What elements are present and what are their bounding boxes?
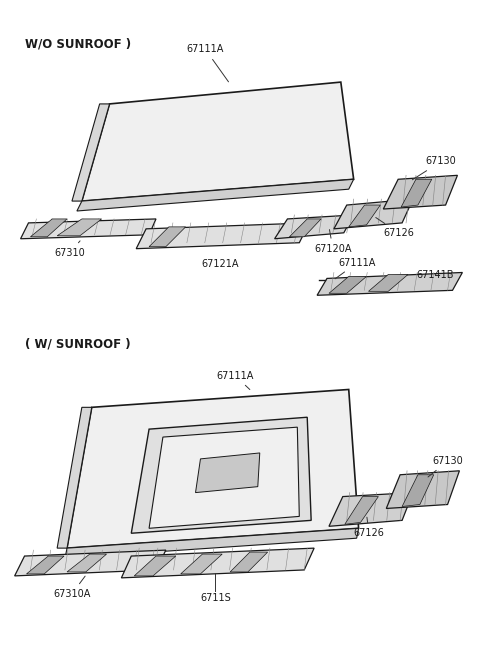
- Polygon shape: [26, 556, 64, 574]
- Polygon shape: [329, 493, 413, 526]
- Polygon shape: [82, 82, 354, 201]
- Text: W/O SUNROOF ): W/O SUNROOF ): [24, 37, 131, 51]
- Polygon shape: [275, 215, 354, 238]
- Text: 67130: 67130: [412, 156, 456, 180]
- Polygon shape: [230, 552, 268, 572]
- Polygon shape: [369, 275, 408, 291]
- Text: 67111A: 67111A: [335, 258, 376, 279]
- Polygon shape: [384, 175, 457, 209]
- Text: 67126: 67126: [354, 517, 384, 538]
- Text: 6711S: 6711S: [200, 593, 231, 602]
- Polygon shape: [401, 179, 432, 207]
- Text: 67130: 67130: [428, 456, 464, 477]
- Polygon shape: [72, 104, 109, 201]
- Polygon shape: [149, 427, 300, 528]
- Polygon shape: [67, 554, 107, 572]
- Text: 67310A: 67310A: [53, 576, 91, 599]
- Text: 67120A: 67120A: [314, 229, 352, 254]
- Polygon shape: [195, 453, 260, 493]
- Polygon shape: [329, 277, 367, 293]
- Polygon shape: [14, 550, 166, 576]
- Polygon shape: [386, 471, 459, 509]
- Polygon shape: [121, 548, 314, 578]
- Polygon shape: [402, 475, 434, 507]
- Polygon shape: [349, 205, 380, 227]
- Polygon shape: [67, 390, 359, 548]
- Text: ( W/ SUNROOF ): ( W/ SUNROOF ): [24, 338, 130, 351]
- Polygon shape: [317, 273, 462, 295]
- Polygon shape: [21, 219, 156, 238]
- Polygon shape: [30, 219, 67, 237]
- Text: 67121A: 67121A: [202, 259, 239, 269]
- Polygon shape: [345, 497, 378, 524]
- Text: 67126: 67126: [376, 217, 414, 238]
- Polygon shape: [136, 223, 309, 249]
- Polygon shape: [134, 556, 176, 576]
- Polygon shape: [149, 227, 186, 246]
- Text: 67310: 67310: [55, 241, 85, 258]
- Polygon shape: [131, 417, 311, 533]
- Text: 67141B: 67141B: [416, 271, 454, 281]
- Text: 67111A: 67111A: [216, 371, 254, 390]
- Polygon shape: [65, 528, 359, 558]
- Polygon shape: [57, 219, 102, 236]
- Polygon shape: [77, 179, 354, 211]
- Text: 67111A: 67111A: [187, 45, 228, 82]
- Polygon shape: [289, 219, 321, 237]
- Polygon shape: [57, 407, 92, 548]
- Polygon shape: [180, 554, 222, 574]
- Polygon shape: [334, 199, 413, 229]
